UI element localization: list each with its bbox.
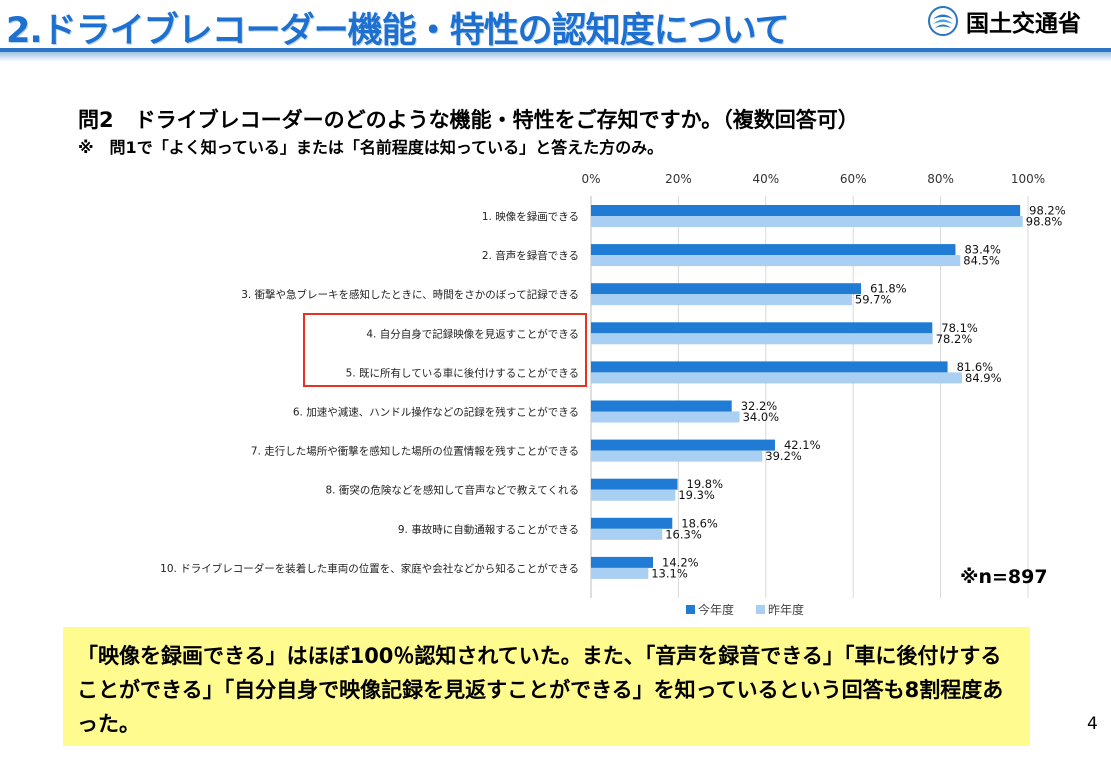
header: 2.ドライブレコーダー機能・特性の認知度について 国土交通省	[0, 0, 1111, 51]
header-rule	[0, 48, 1111, 52]
bar-this-year	[591, 439, 775, 451]
bar-this-year	[591, 478, 678, 490]
x-tick-label: 40%	[752, 172, 779, 186]
value-label: 16.3%	[665, 527, 702, 541]
value-label: 84.9%	[965, 371, 1002, 385]
bar-last-year	[591, 528, 663, 540]
x-tick-label: 60%	[840, 172, 867, 186]
mlit-logo-icon	[928, 6, 958, 36]
value-label: 42.1%	[784, 438, 821, 452]
bar-this-year	[591, 283, 862, 295]
bar-chart: 0% 20% 40% 60% 80% 100% 1. 映像を録画できる 98.2%98.8% 2…	[160, 172, 1066, 617]
category-label: 2. 音声を録音できる	[482, 249, 579, 262]
legend-label: 今年度	[698, 602, 734, 617]
value-label: 34.0%	[743, 410, 780, 424]
value-label: 18.6%	[681, 516, 718, 530]
summary-text: 「映像を録画できる」はほぼ100％認知されていた。また、「音声を録音できる」「車…	[77, 644, 1004, 736]
value-label: 83.4%	[964, 243, 1001, 257]
value-label: 78.1%	[941, 321, 978, 335]
legend-swatch-last-year	[756, 605, 765, 614]
bar-last-year	[591, 372, 963, 384]
x-tick-label: 100%	[1011, 172, 1045, 186]
category-label: 8. 衝突の危険などを感知して音声などで教えてくれる	[326, 484, 580, 497]
question-note: ※ 問1で「よく知っている」または「名前程度は知っている」と答えた方のみ。	[78, 138, 664, 157]
bar-last-year	[591, 567, 649, 579]
category-label: 9. 事故時に自動通報することができる	[398, 523, 579, 536]
bar-this-year	[591, 517, 673, 529]
bar-last-year	[591, 294, 852, 306]
value-label: 98.2%	[1029, 204, 1066, 218]
bar-this-year	[591, 205, 1021, 216]
bar-last-year	[591, 255, 961, 267]
ministry-logo: 国土交通省	[928, 4, 1081, 38]
value-label: 32.2%	[741, 399, 778, 413]
category-label: 4. 自分自身で記録映像を見返すことができる	[366, 327, 579, 340]
bar-last-year	[591, 333, 933, 345]
bar-this-year	[591, 361, 948, 373]
x-tick-label: 0%	[581, 172, 600, 186]
value-label: 98.8%	[1026, 215, 1063, 229]
category-label: 10. ドライブレコーダーを装着した車両の位置を、家庭や会社などから知ることがで…	[160, 562, 579, 575]
page-title: 2.ドライブレコーダー機能・特性の認知度について	[6, 11, 790, 51]
category-label: 3. 衝撃や急ブレーキを感知したときに、時間をさかのぼって記録できる	[241, 288, 579, 301]
question-text: 問2 ドライブレコーダーのどのような機能・特性をご存知ですか。（複数回答可）	[78, 108, 859, 132]
category-label: 1. 映像を録画できる	[482, 210, 579, 223]
x-tick-label: 20%	[665, 172, 692, 186]
bar-last-year	[591, 216, 1023, 227]
logo-text: 国土交通省	[966, 11, 1081, 37]
page-number: 4	[1087, 714, 1098, 734]
category-label: 6. 加速や減速、ハンドル操作などの記録を残すことができる	[293, 406, 579, 419]
category-label: 5. 既に所有している車に後付けすることができる	[346, 366, 579, 379]
highlight-box	[303, 313, 587, 387]
bar-last-year	[591, 489, 676, 501]
bar-this-year	[591, 244, 956, 256]
value-label: 19.8%	[687, 477, 724, 491]
value-label: 19.3%	[678, 488, 715, 502]
value-label: 81.6%	[957, 360, 994, 374]
category-label: 7. 走行した場所や衝撃を感知した場所の位置情報を残すことができる	[251, 445, 579, 458]
sample-size: ※n=897	[960, 566, 1048, 588]
x-tick-label: 80%	[927, 172, 954, 186]
value-label: 61.8%	[870, 282, 907, 296]
value-label: 13.1%	[651, 566, 688, 580]
bar-last-year	[591, 411, 740, 423]
summary-box: 「映像を録画できる」はほぼ100％認知されていた。また、「音声を録音できる」「車…	[63, 627, 1030, 746]
legend-swatch-this-year	[686, 605, 695, 614]
value-label: 84.5%	[963, 254, 1000, 268]
value-label: 39.2%	[765, 449, 802, 463]
bar-last-year	[591, 450, 763, 462]
header-shade	[0, 52, 1111, 62]
value-label: 78.2%	[936, 332, 973, 346]
bar-this-year	[591, 322, 933, 334]
value-label: 59.7%	[855, 293, 892, 307]
bar-this-year	[591, 556, 654, 568]
bar-this-year	[591, 400, 732, 412]
legend-label: 昨年度	[768, 602, 804, 617]
value-label: 14.2%	[662, 555, 699, 569]
